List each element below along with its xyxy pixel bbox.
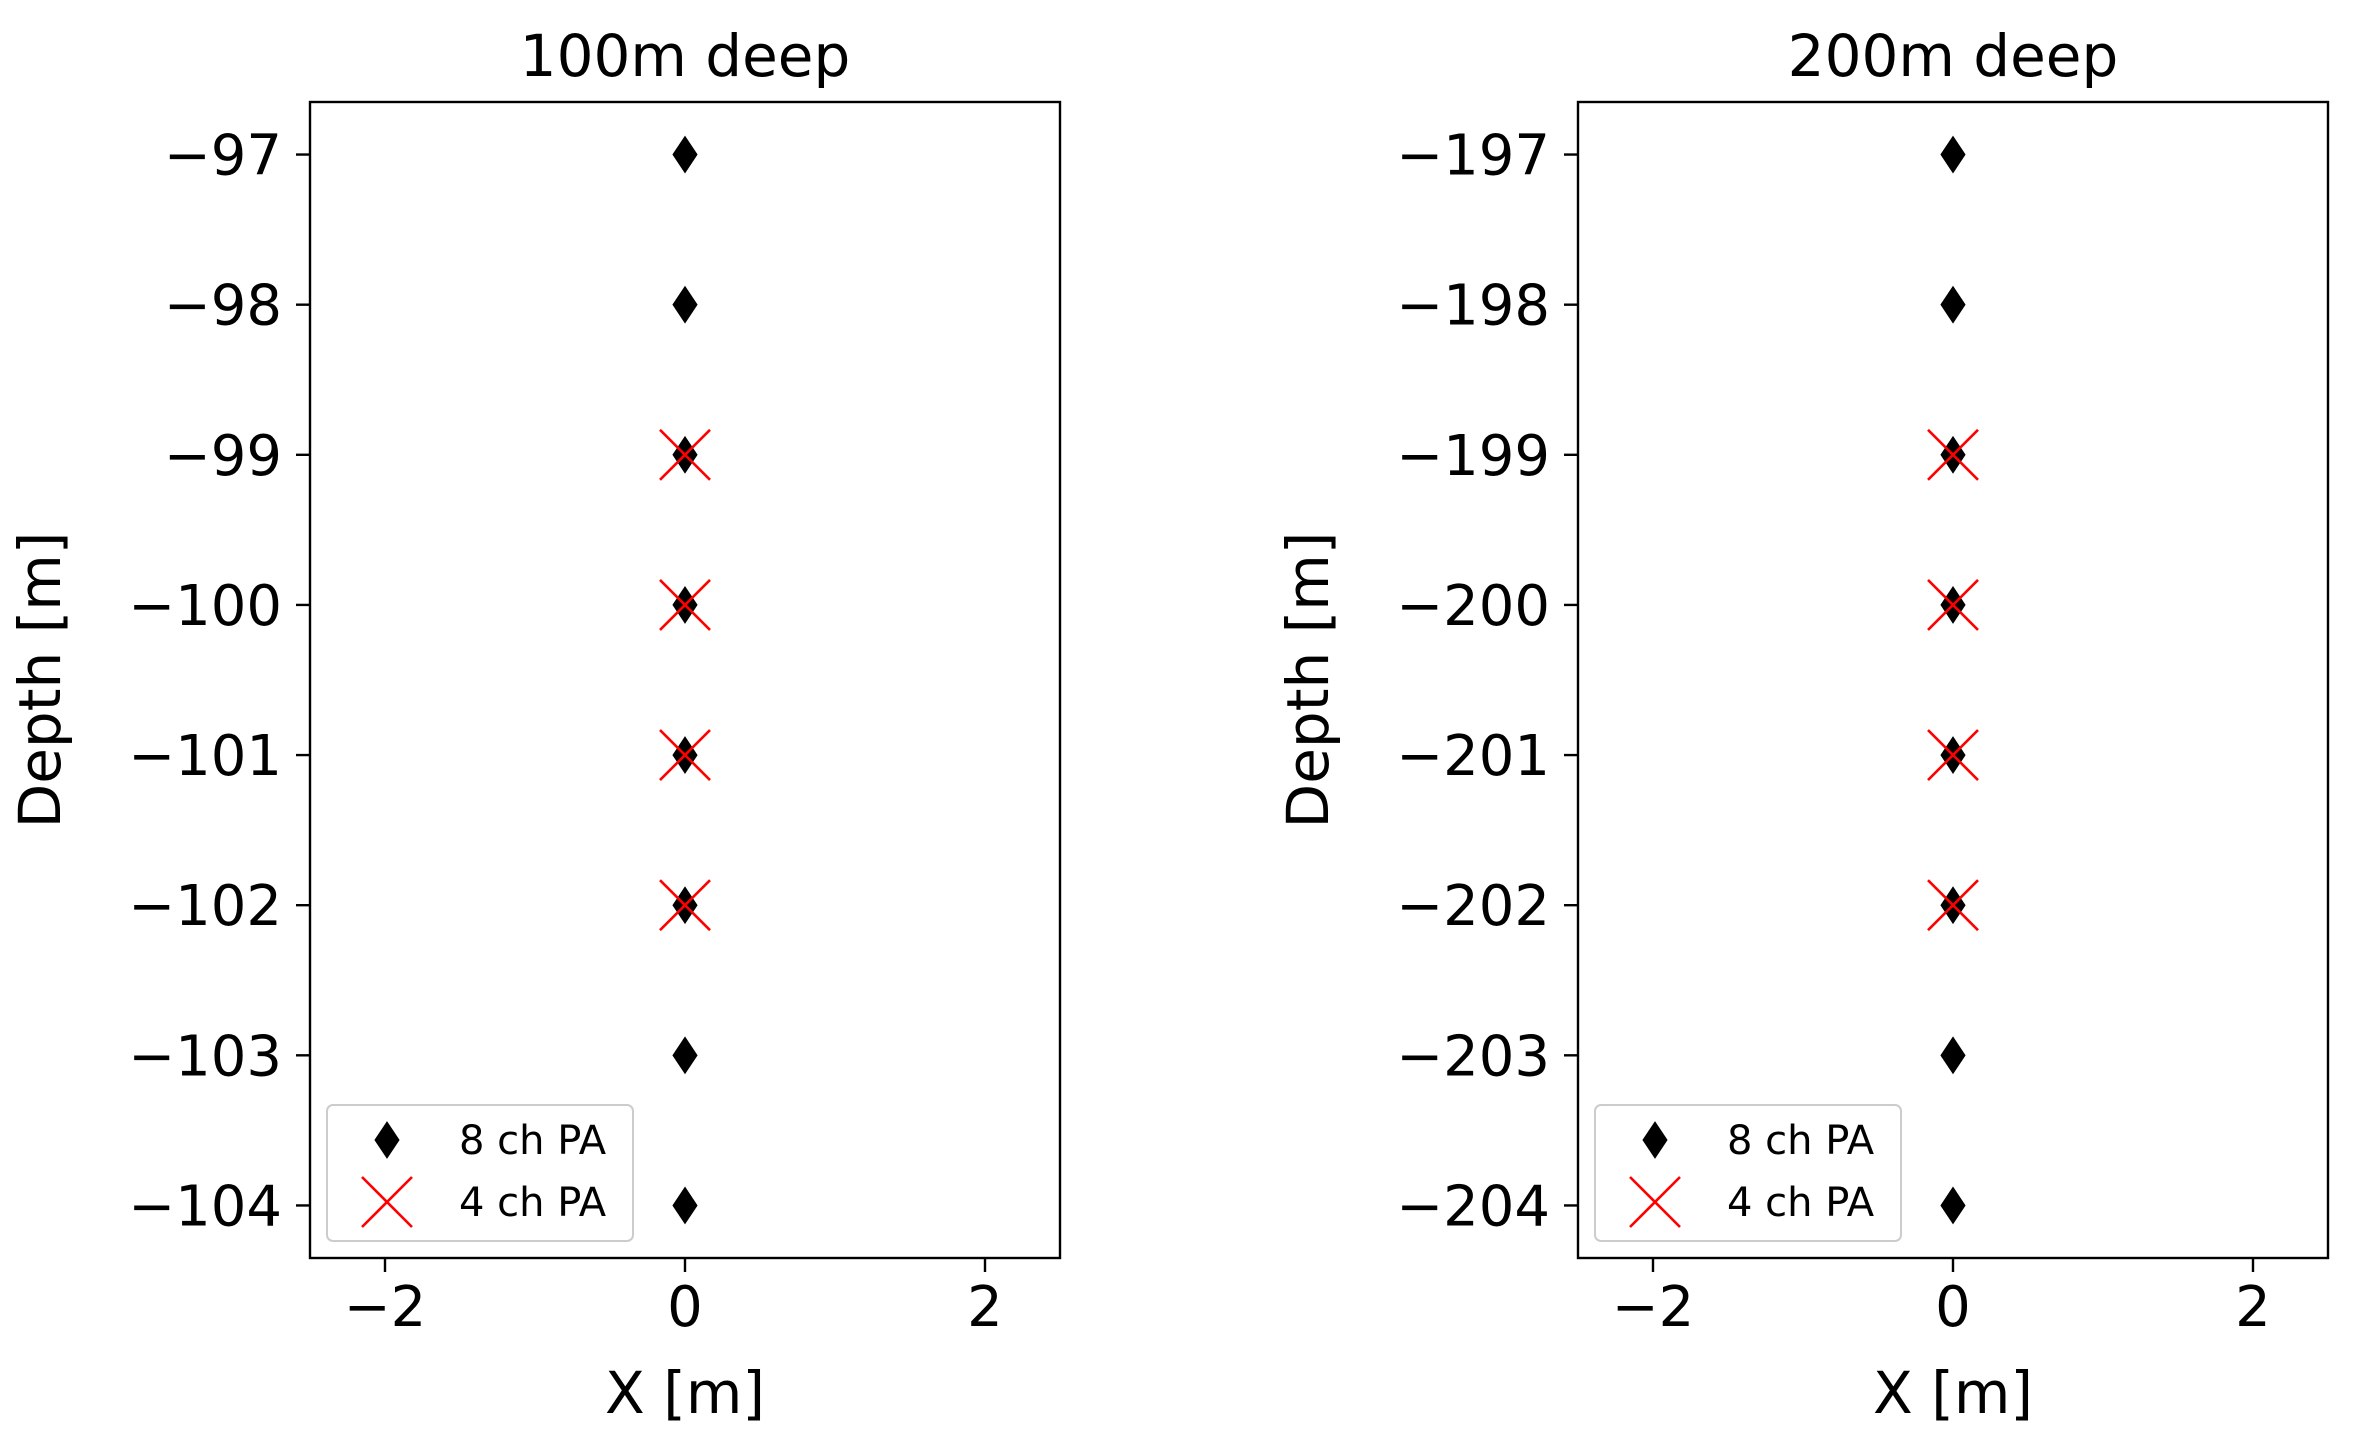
y-tick-label: −101 bbox=[128, 724, 282, 789]
legend-label: 4 ch PA bbox=[1727, 1180, 1875, 1226]
chart-title: 200m deep bbox=[1788, 22, 2119, 90]
x-axis-label: X [m] bbox=[1873, 1359, 2033, 1427]
legend-label: 8 ch PA bbox=[459, 1118, 607, 1164]
data-point-diamond bbox=[1940, 135, 1966, 174]
x-tick-label: 2 bbox=[2235, 1275, 2271, 1340]
axes-frame bbox=[308, 100, 1062, 1260]
y-tick-label: −204 bbox=[1396, 1174, 1550, 1239]
x-tick-label: −2 bbox=[344, 1275, 427, 1340]
legend-label: 8 ch PA bbox=[1727, 1118, 1875, 1164]
series-2 bbox=[1927, 428, 1979, 932]
y-tick-label: −103 bbox=[128, 1024, 282, 1089]
data-point-diamond bbox=[672, 1186, 698, 1225]
legend-marker-x bbox=[361, 1176, 413, 1228]
y-tick-label: −100 bbox=[128, 574, 282, 639]
y-tick-label: −104 bbox=[128, 1174, 282, 1239]
legend-marker-diamond bbox=[374, 1121, 400, 1159]
data-point-diamond bbox=[1940, 1036, 1966, 1075]
y-tick-label: −198 bbox=[1396, 274, 1550, 339]
series-1 bbox=[672, 135, 698, 1225]
y-tick-label: −102 bbox=[128, 874, 282, 939]
x-tick-label: 0 bbox=[667, 1275, 703, 1340]
data-point-diamond bbox=[672, 285, 698, 324]
y-tick-label: −200 bbox=[1396, 574, 1550, 639]
data-point-x bbox=[1927, 729, 1979, 781]
chart-panel-1: 100m deep −2 0 2 −97 −98 −99 −100 −101 −102 −103 −1… bbox=[6, 22, 1062, 1427]
data-point-x bbox=[1927, 879, 1979, 932]
y-tick-label: −99 bbox=[164, 424, 282, 489]
chart-panel-2: 200m deep−2 0 2−197−198−199−200−201−202−20… bbox=[1274, 22, 2330, 1427]
y-tick-label: −202 bbox=[1396, 874, 1550, 939]
x-tick-label: −2 bbox=[1612, 1275, 1695, 1340]
y-tick-label: −203 bbox=[1396, 1024, 1550, 1089]
y-tick-label: −97 bbox=[164, 124, 282, 189]
legend-marker-diamond bbox=[1642, 1121, 1668, 1159]
axes-frame bbox=[1576, 100, 2330, 1260]
data-point-diamond bbox=[1940, 285, 1966, 324]
legend: 8 ch PA 4 ch PA bbox=[326, 1104, 634, 1242]
series-1 bbox=[1940, 135, 1966, 1225]
x-axis-label: X [m] bbox=[605, 1359, 765, 1427]
series-2 bbox=[659, 428, 711, 932]
y-tick-label: −98 bbox=[164, 274, 282, 339]
data-point-diamond bbox=[1940, 1186, 1966, 1225]
legend-box bbox=[326, 1104, 634, 1242]
data-point-x bbox=[659, 879, 711, 932]
legend-box bbox=[1594, 1104, 1902, 1242]
legend: 8 ch PA 4 ch PA bbox=[1594, 1104, 1902, 1242]
y-tick-label: −201 bbox=[1396, 724, 1550, 789]
y-axis-label: Depth [m] bbox=[6, 532, 74, 829]
data-point-x bbox=[659, 428, 711, 481]
data-point-diamond bbox=[672, 135, 698, 174]
data-point-x bbox=[1927, 579, 1979, 631]
legend-marker-x bbox=[1629, 1176, 1681, 1228]
data-point-x bbox=[1927, 428, 1979, 481]
y-axis-label: Depth [m] bbox=[1274, 532, 1342, 829]
x-tick-label: 2 bbox=[967, 1275, 1003, 1340]
y-tick-label: −197 bbox=[1396, 124, 1550, 189]
x-tick-label: 0 bbox=[1935, 1275, 1971, 1340]
data-point-x bbox=[659, 579, 711, 631]
y-tick-label: −199 bbox=[1396, 424, 1550, 489]
legend-label: 4 ch PA bbox=[459, 1180, 607, 1226]
chart-title: 100m deep bbox=[520, 22, 851, 90]
data-point-x bbox=[659, 729, 711, 781]
data-point-diamond bbox=[672, 1036, 698, 1075]
